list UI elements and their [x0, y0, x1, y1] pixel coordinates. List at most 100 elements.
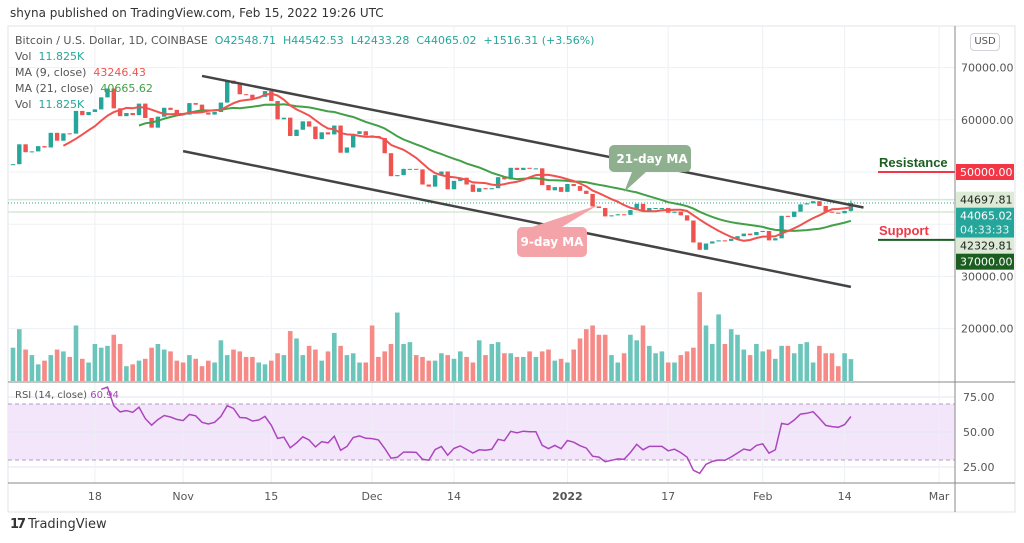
- candle: [514, 167, 520, 170]
- candle: [288, 117, 293, 136]
- support-label: Support: [879, 223, 929, 238]
- volume-bar: [407, 342, 413, 381]
- candle: [73, 110, 79, 134]
- volume-bar: [439, 353, 444, 381]
- candle: [432, 175, 438, 187]
- ma21-line: [138, 103, 852, 232]
- volume-bar: [168, 351, 173, 381]
- volume-bar: [86, 362, 91, 381]
- candle: [67, 133, 72, 135]
- high-value: H44542.53: [282, 34, 344, 47]
- lower-trendline: [182, 149, 852, 289]
- volume-bar: [521, 356, 526, 381]
- volume-bar: [647, 345, 652, 381]
- volume-bar: [155, 344, 161, 381]
- candle: [470, 184, 476, 192]
- volume-bar: [602, 334, 608, 381]
- candle: [313, 126, 318, 140]
- ma21-callout-text: 21-day MA: [616, 152, 688, 166]
- legend-ma9-row[interactable]: MA (9, close) 43246.43: [15, 66, 146, 79]
- volume-bar: [527, 351, 532, 381]
- volume-bar: [363, 362, 369, 381]
- volume-bar: [23, 349, 28, 381]
- candle: [483, 188, 488, 190]
- volume-bar: [628, 334, 633, 381]
- low-price-text: 42329.81: [960, 240, 1013, 253]
- volume-bar: [332, 332, 337, 381]
- volume-bar: [80, 358, 85, 381]
- candle: [672, 211, 677, 213]
- candle: [760, 230, 765, 233]
- volume-bar: [35, 364, 41, 381]
- candle: [319, 132, 324, 140]
- volume-bar: [269, 360, 274, 381]
- volume-bar: [161, 349, 167, 381]
- candle: [29, 151, 35, 153]
- candle: [691, 220, 696, 243]
- candle: [237, 83, 242, 95]
- volume-bar: [382, 351, 387, 381]
- candle: [420, 169, 425, 185]
- resistance-price-tag: [956, 164, 1014, 180]
- volume-bar: [741, 349, 747, 381]
- candle: [773, 238, 778, 241]
- candle: [779, 215, 784, 239]
- volume-bar: [722, 344, 728, 381]
- candle: [382, 138, 387, 154]
- candle: [540, 168, 545, 186]
- volume-bar: [495, 342, 501, 381]
- tradingview-logo[interactable]: 17 TradingView: [10, 517, 107, 532]
- legend-volume-row[interactable]: Vol 11.825K: [15, 50, 84, 63]
- legend-volume2-row[interactable]: Vol 11.825K: [15, 98, 84, 111]
- volume-bar: [287, 331, 293, 381]
- candle: [489, 188, 494, 190]
- volume-bar: [17, 329, 22, 381]
- legend-ma21-row[interactable]: MA (21, close) 40665.62: [15, 82, 153, 95]
- currency-button[interactable]: USD: [970, 33, 1000, 51]
- candle: [628, 210, 633, 215]
- ma9-callout-text: 9-day MA: [521, 235, 585, 249]
- candle: [54, 132, 60, 141]
- candle: [747, 233, 753, 236]
- legend-rsi-row[interactable]: RSI (14, close) 60.94: [15, 390, 119, 401]
- volume-bar: [659, 351, 665, 381]
- candle: [495, 177, 501, 189]
- rsi-tick-label: 75.00: [963, 391, 995, 404]
- candle: [584, 190, 589, 194]
- volume-bar: [565, 362, 570, 381]
- candle: [615, 214, 620, 216]
- open-value: O42548.71: [214, 34, 276, 47]
- volume-bar: [552, 360, 558, 381]
- volume-bar: [61, 351, 66, 381]
- resistance-label: Resistance: [879, 155, 948, 170]
- volume-bar: [747, 355, 753, 381]
- volume-bar: [798, 344, 803, 381]
- volume-bar: [621, 353, 627, 381]
- volume-bar: [836, 366, 841, 381]
- volume-bar: [143, 358, 148, 381]
- volume-bar: [615, 362, 621, 381]
- candle: [464, 177, 469, 185]
- volume-bar: [300, 355, 306, 381]
- volume-bar: [577, 338, 583, 381]
- volume-bar: [42, 360, 47, 381]
- candle: [842, 210, 847, 214]
- candle: [571, 184, 576, 187]
- time-tick-label: Dec: [361, 490, 382, 503]
- candle: [621, 214, 627, 216]
- candle: [117, 108, 123, 117]
- time-tick-label: Mar: [929, 490, 950, 503]
- volume-bar: [735, 334, 740, 381]
- volume-bar: [546, 349, 551, 381]
- candle: [225, 80, 230, 103]
- volume-bar: [130, 364, 135, 381]
- candle: [451, 180, 457, 190]
- volume-bar: [98, 347, 104, 381]
- candle: [80, 110, 85, 116]
- candle: [439, 171, 444, 176]
- candle: [168, 107, 173, 110]
- volume-bar: [376, 356, 381, 381]
- candle: [36, 146, 41, 152]
- candle: [678, 211, 683, 216]
